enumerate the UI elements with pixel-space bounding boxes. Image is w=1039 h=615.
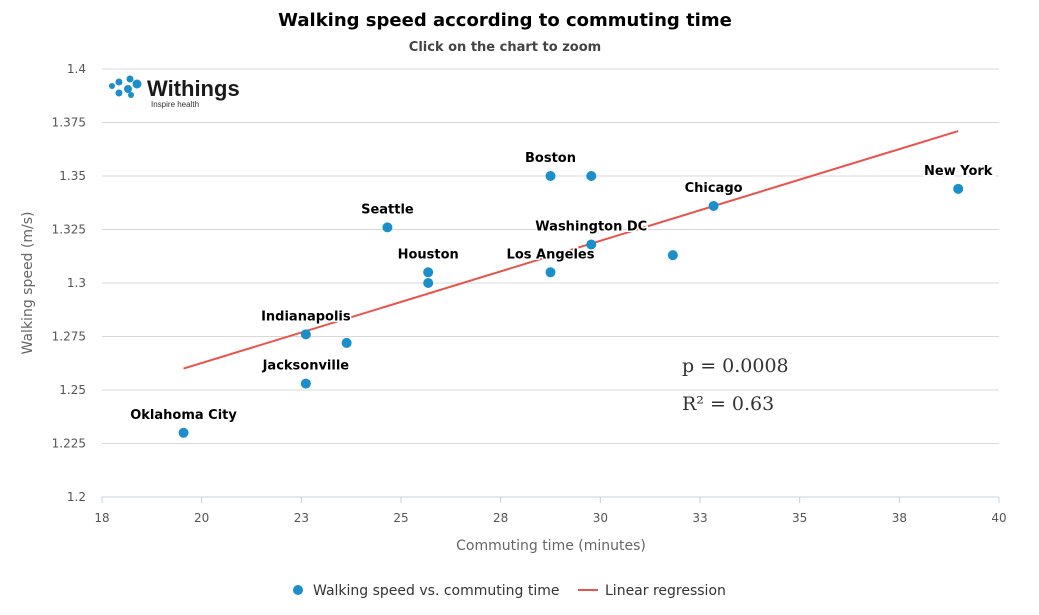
data-point[interactable] <box>708 200 719 211</box>
x-axis-ticks: 18 20 23 25 28 30 33 35 38 40 <box>94 497 1007 525</box>
y-tick-label: 1.35 <box>59 169 86 183</box>
data-point[interactable] <box>545 171 556 181</box>
data-point-label: Indianapolis <box>261 309 351 324</box>
data-point-label: Washington DC <box>535 219 647 234</box>
y-axis-title: Walking speed (m/s) <box>20 212 36 355</box>
x-tick-label: 30 <box>593 511 608 525</box>
y-tick-label: 1.4 <box>67 62 86 76</box>
legend-marker-scatter <box>293 585 303 595</box>
p-value-annotation: p = 0.0008 <box>682 355 789 377</box>
data-point[interactable] <box>545 267 556 278</box>
x-tick-label: 23 <box>294 511 309 525</box>
y-tick-label: 1.225 <box>52 437 86 451</box>
chart-title: Walking speed according to commuting tim… <box>278 10 732 31</box>
y-tick-label: 1.25 <box>59 383 86 397</box>
x-tick-label: 33 <box>692 511 707 525</box>
data-point-label: New York <box>924 164 993 179</box>
y-tick-label: 1.275 <box>52 330 86 344</box>
x-tick-label: 35 <box>792 511 807 525</box>
data-point-label: Los Angeles <box>507 247 595 262</box>
data-point[interactable] <box>953 183 964 194</box>
data-point[interactable] <box>667 250 678 261</box>
y-tick-label: 1.3 <box>67 276 86 290</box>
logo-tagline: Inspire health <box>151 100 199 109</box>
x-tick-label: 18 <box>94 511 109 525</box>
x-tick-label: 40 <box>991 511 1006 525</box>
legend-item-scatter[interactable]: Walking speed vs. commuting time <box>293 583 559 599</box>
data-point[interactable] <box>586 171 597 181</box>
logo-wordmark: Withings <box>147 76 240 101</box>
legend-label-scatter: Walking speed vs. commuting time <box>313 583 559 599</box>
data-point[interactable] <box>382 222 393 233</box>
x-tick-label: 38 <box>892 511 907 525</box>
data-point-label: Houston <box>398 247 459 262</box>
x-tick-label: 20 <box>194 511 209 525</box>
data-point-label: Oklahoma City <box>130 408 237 423</box>
data-point[interactable] <box>423 278 434 288</box>
data-point[interactable] <box>300 329 311 340</box>
scatter-series <box>178 171 964 438</box>
legend: Walking speed vs. commuting time Linear … <box>293 583 726 599</box>
y-tick-label: 1.2 <box>67 490 86 504</box>
data-point[interactable] <box>178 427 189 438</box>
x-tick-label: 25 <box>393 511 408 525</box>
r-squared-annotation: R² = 0.63 <box>682 393 774 415</box>
y-tick-label: 1.325 <box>52 223 86 237</box>
data-point-label: Boston <box>525 151 576 166</box>
x-tick-label: 28 <box>493 511 508 525</box>
legend-label-regression: Linear regression <box>605 583 726 599</box>
legend-item-regression[interactable]: Linear regression <box>578 583 726 599</box>
y-axis-ticks: 1.2 1.225 1.25 1.275 1.3 1.325 1.35 1.375 1.4 <box>52 62 86 504</box>
data-point[interactable] <box>341 337 352 348</box>
regression-series <box>183 130 959 370</box>
data-point[interactable] <box>586 239 597 250</box>
data-point[interactable] <box>300 378 311 389</box>
x-axis-title: Commuting time (minutes) <box>456 538 646 554</box>
withings-logo-mark <box>109 75 142 98</box>
data-point[interactable] <box>423 267 434 278</box>
chart-subtitle: Click on the chart to zoom <box>409 40 601 55</box>
point-labels: Oklahoma City Indianapolis Jacksonville Sea… <box>129 150 995 425</box>
data-point-label: Chicago <box>685 181 743 196</box>
data-point-label: Jacksonville <box>262 359 350 374</box>
y-tick-label: 1.375 <box>52 116 86 130</box>
data-point-label: Seattle <box>361 202 414 217</box>
withings-logo: Withings Inspire health <box>109 75 240 109</box>
regression-line <box>183 130 959 370</box>
